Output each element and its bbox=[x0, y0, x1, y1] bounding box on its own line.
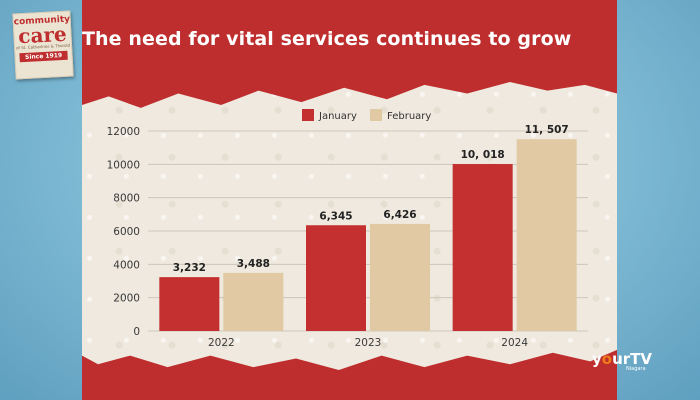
yourtv-watermark: yourTV Niagara bbox=[592, 350, 662, 372]
watermark-y: y bbox=[592, 350, 602, 368]
bar-february-2022 bbox=[223, 272, 284, 331]
data-label-january-2022: 3,232 bbox=[173, 262, 206, 274]
legend-swatch-february bbox=[370, 109, 382, 121]
y-tick-label-10000: 10000 bbox=[107, 159, 140, 171]
chart-title: The need for vital services continues to… bbox=[82, 28, 572, 50]
bar-february-2023 bbox=[370, 223, 430, 331]
data-label-february-2023: 6,426 bbox=[383, 209, 416, 221]
data-label-january-2024: 10, 018 bbox=[461, 149, 505, 161]
watermark-name: urTV bbox=[612, 350, 653, 368]
data-label-february-2022: 3,488 bbox=[237, 258, 270, 270]
bar-january-2022 bbox=[159, 277, 220, 331]
x-tick-label-2022: 2022 bbox=[208, 337, 235, 349]
logo-line-since: Since 1919 bbox=[19, 50, 68, 63]
x-tick-label-2023: 2023 bbox=[355, 337, 382, 349]
x-tick-label-2024: 2024 bbox=[501, 337, 528, 349]
y-tick-label-6000: 6000 bbox=[113, 226, 140, 238]
y-tick-label-4000: 4000 bbox=[113, 259, 140, 271]
watermark-sub: Niagara bbox=[626, 366, 646, 372]
legend-label-february: February bbox=[387, 111, 431, 122]
y-tick-label-8000: 8000 bbox=[113, 193, 140, 205]
y-tick-label-0: 0 bbox=[133, 326, 140, 338]
legend-swatch-january bbox=[302, 109, 314, 121]
bar-chart: 0 2000 4000 6000 8000 10000 12000 3,232 3,488 202… bbox=[107, 109, 588, 349]
y-tick-label-2000: 2000 bbox=[113, 293, 140, 305]
y-tick-label-12000: 12000 bbox=[107, 126, 140, 138]
data-label-february-2024: 11, 507 bbox=[525, 124, 569, 136]
bar-february-2024 bbox=[516, 139, 577, 331]
data-label-january-2023: 6,345 bbox=[319, 210, 352, 222]
bar-january-2023 bbox=[306, 225, 366, 331]
bar-january-2024 bbox=[452, 164, 513, 331]
legend-label-january: January bbox=[318, 111, 357, 122]
watermark-o: o bbox=[601, 350, 613, 368]
community-care-logo: community care of St. Catharines & Thoro… bbox=[12, 10, 74, 80]
